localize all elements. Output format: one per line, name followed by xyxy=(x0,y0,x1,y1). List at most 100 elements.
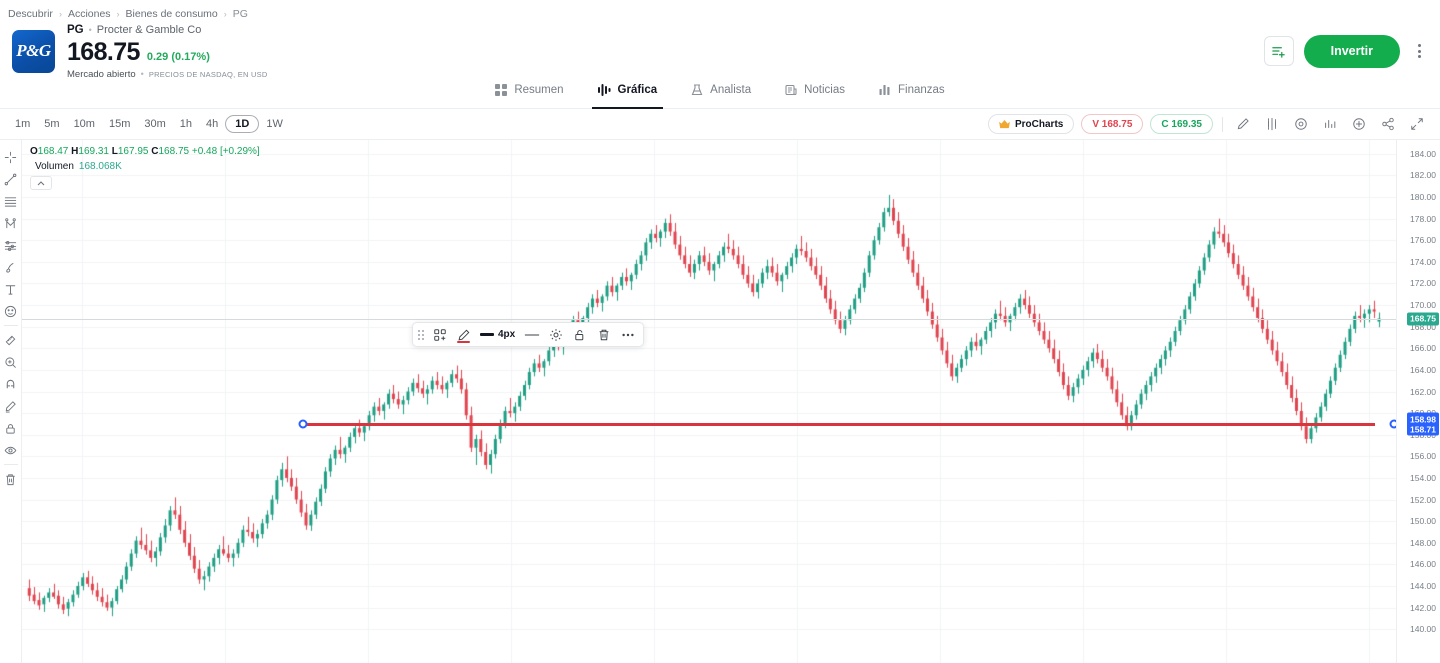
more-options-menu[interactable] xyxy=(1410,44,1428,58)
candlestick-canvas[interactable] xyxy=(22,140,1396,663)
pitchfork-tool-icon[interactable] xyxy=(0,212,22,234)
color-swatch xyxy=(457,340,470,343)
breadcrumb-item-2[interactable]: Bienes de consumo xyxy=(125,7,218,20)
line-style-button[interactable] xyxy=(521,324,542,345)
timeframe-10m[interactable]: 10m xyxy=(73,118,95,130)
timeframe-1w[interactable]: 1W xyxy=(266,118,283,130)
timeframe-4h[interactable]: 4h xyxy=(206,118,219,130)
timeframe-1d[interactable]: 1D xyxy=(225,115,260,133)
company-logo: P&G xyxy=(12,29,55,73)
tab-finanzas[interactable]: Finanzas xyxy=(877,78,947,108)
price-axis-label: 146.00 xyxy=(1410,559,1436,570)
add-compare-button[interactable] xyxy=(1348,113,1370,135)
toolbar-divider xyxy=(1222,116,1223,132)
drawing-tools-button[interactable] xyxy=(1232,113,1254,135)
chart-bars-icon xyxy=(597,83,611,96)
trend-line-tool-icon[interactable] xyxy=(0,168,22,190)
price-axis-label: 144.00 xyxy=(1410,580,1436,591)
horizontal-line-drawing[interactable] xyxy=(303,423,1375,427)
drawn-line-price-badge[interactable]: 158.98 158.71 xyxy=(1407,412,1439,436)
last-price: 168.75 xyxy=(67,37,140,66)
alerts-button[interactable] xyxy=(1290,113,1312,135)
delete-drawing-button[interactable] xyxy=(593,324,614,345)
templates-button[interactable] xyxy=(429,324,450,345)
toolbar-divider xyxy=(3,325,18,326)
indicators-button[interactable] xyxy=(1261,113,1283,135)
more-drawing-options-button[interactable] xyxy=(617,324,638,345)
breadcrumb: Descubrir › Acciones › Bienes de consumo… xyxy=(0,0,1440,22)
chart-plot[interactable]: O168.47 H169.31 L167.95 C168.75 +0.48 [+… xyxy=(22,140,1396,663)
text-tool-icon[interactable] xyxy=(0,278,22,300)
news-icon xyxy=(785,84,797,95)
buy-price-button[interactable]: C 169.35 xyxy=(1150,114,1213,134)
chart-area[interactable]: O168.47 H169.31 L167.95 C168.75 +0.48 [+… xyxy=(0,140,1440,663)
timeframe-5m[interactable]: 5m xyxy=(44,118,60,130)
chart-toolbar-right: ProCharts V 168.75 C 169.35 xyxy=(988,113,1428,135)
remove-drawings-icon[interactable] xyxy=(0,468,22,490)
unlock-button[interactable] xyxy=(569,324,590,345)
price-axis-label: 156.00 xyxy=(1410,451,1436,462)
line-width-button[interactable]: 4px xyxy=(477,329,518,340)
tab-resumen[interactable]: Resumen xyxy=(493,78,565,108)
crosshair-tool-icon[interactable] xyxy=(0,146,22,168)
drag-handle-icon[interactable] xyxy=(418,329,424,340)
hide-drawings-icon[interactable] xyxy=(0,439,22,461)
timeframe-1h[interactable]: 1h xyxy=(179,118,193,130)
price-axis-label: 168.00 xyxy=(1410,321,1436,332)
lock-drawings-icon[interactable] xyxy=(0,417,22,439)
magnet-tool-icon[interactable] xyxy=(0,373,22,395)
breadcrumb-item-1[interactable]: Acciones xyxy=(67,7,111,20)
line-handle-left[interactable] xyxy=(298,419,308,429)
price-axis[interactable]: 184.00 182.00 180.00 178.00 176.00 174.00 172.… xyxy=(1396,140,1440,663)
tab-label: Analista xyxy=(710,83,752,96)
price-axis-label: 166.00 xyxy=(1410,343,1436,354)
invest-button[interactable]: Invertir xyxy=(1303,34,1400,68)
volume-value: 168.068K xyxy=(78,161,122,172)
price-axis-label: 176.00 xyxy=(1410,235,1436,246)
share-button[interactable] xyxy=(1377,113,1399,135)
line-price-bottom: 158.71 xyxy=(1410,424,1436,435)
tab-grafica[interactable]: Gráfica xyxy=(591,78,663,109)
tab-analista[interactable]: Analista xyxy=(689,78,753,108)
tab-label: Resumen xyxy=(514,83,564,96)
breadcrumb-separator: › xyxy=(116,8,120,19)
patterns-tool-icon[interactable] xyxy=(0,234,22,256)
breadcrumb-item-3[interactable]: PG xyxy=(232,7,248,20)
emoji-tool-icon[interactable] xyxy=(0,300,22,322)
crown-icon xyxy=(999,119,1010,128)
drawing-context-toolbar[interactable]: 4px xyxy=(412,322,645,347)
settings-gear-button[interactable] xyxy=(545,324,566,345)
tab-label: Gráfica xyxy=(617,83,658,96)
volume-label: Volumen xyxy=(35,161,74,172)
sell-price-button[interactable]: V 168.75 xyxy=(1081,114,1144,134)
price-axis-label: 140.00 xyxy=(1410,624,1436,635)
procharts-label: ProCharts xyxy=(1015,118,1064,130)
fullscreen-button[interactable] xyxy=(1406,113,1428,135)
timeframe-1m[interactable]: 1m xyxy=(15,118,31,130)
price-axis-label: 154.00 xyxy=(1410,472,1436,483)
breadcrumb-item-0[interactable]: Descubrir xyxy=(8,7,53,20)
ohlc-o-value: 168.47 xyxy=(37,146,69,157)
last-price-badge[interactable]: 168.75 xyxy=(1407,312,1439,326)
price-axis-label: 180.00 xyxy=(1410,192,1436,203)
drawing-tools-sidebar xyxy=(0,140,22,663)
collapse-legend-button[interactable] xyxy=(30,176,52,190)
tab-noticias[interactable]: Noticias xyxy=(783,78,847,108)
section-tabs: Resumen Gráfica Analista Noticias xyxy=(0,78,1440,109)
horizontal-lines-tool-icon[interactable] xyxy=(0,190,22,212)
breadcrumb-separator: › xyxy=(223,8,227,19)
timeframe-30m[interactable]: 30m xyxy=(144,118,166,130)
line-handle-right[interactable] xyxy=(1389,419,1396,429)
line-color-button[interactable] xyxy=(453,324,474,345)
measure-tool-icon[interactable] xyxy=(0,329,22,351)
add-to-watchlist-button[interactable] xyxy=(1263,36,1294,66)
dot-separator: • xyxy=(88,24,92,35)
chart-type-button[interactable] xyxy=(1319,113,1341,135)
draw-mode-icon[interactable] xyxy=(0,395,22,417)
procharts-button[interactable]: ProCharts xyxy=(988,114,1075,134)
timeframe-15m[interactable]: 15m xyxy=(108,118,131,130)
zoom-tool-icon[interactable] xyxy=(0,351,22,373)
brush-tool-icon[interactable] xyxy=(0,256,22,278)
finance-bars-icon xyxy=(879,84,890,95)
price-source: PRECIOS DE NASDAQ, EN USD xyxy=(148,69,268,79)
